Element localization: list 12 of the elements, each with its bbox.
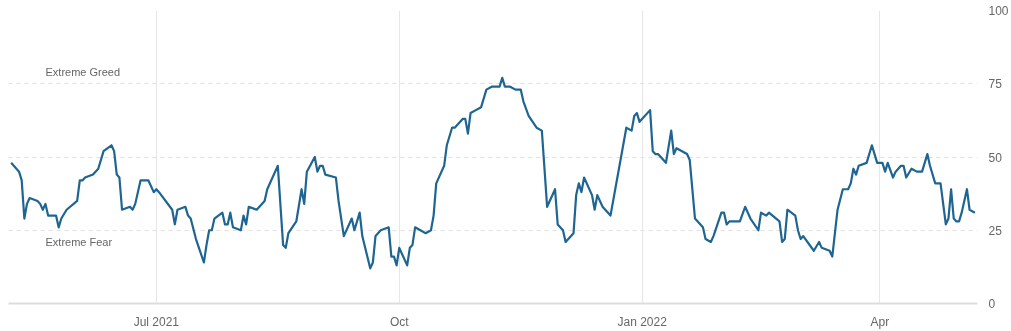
- x-tick-label: Jul 2021: [133, 314, 180, 329]
- line-series: [10, 76, 976, 270]
- y-tick-label: 25: [988, 223, 1003, 238]
- annotation: Extreme Greed: [45, 66, 121, 79]
- y-tick-label: 100: [988, 4, 1009, 18]
- y-tick-label: 50: [988, 150, 1003, 165]
- y-tick-label: 75: [988, 77, 1003, 92]
- y-tick-label: 0: [988, 297, 996, 311]
- annotation: Extreme Fear: [45, 235, 113, 248]
- x-tick-label: Jan 2022: [617, 314, 668, 329]
- x-tick-label: Apr: [870, 314, 890, 329]
- x-tick-label: Oct: [389, 314, 410, 329]
